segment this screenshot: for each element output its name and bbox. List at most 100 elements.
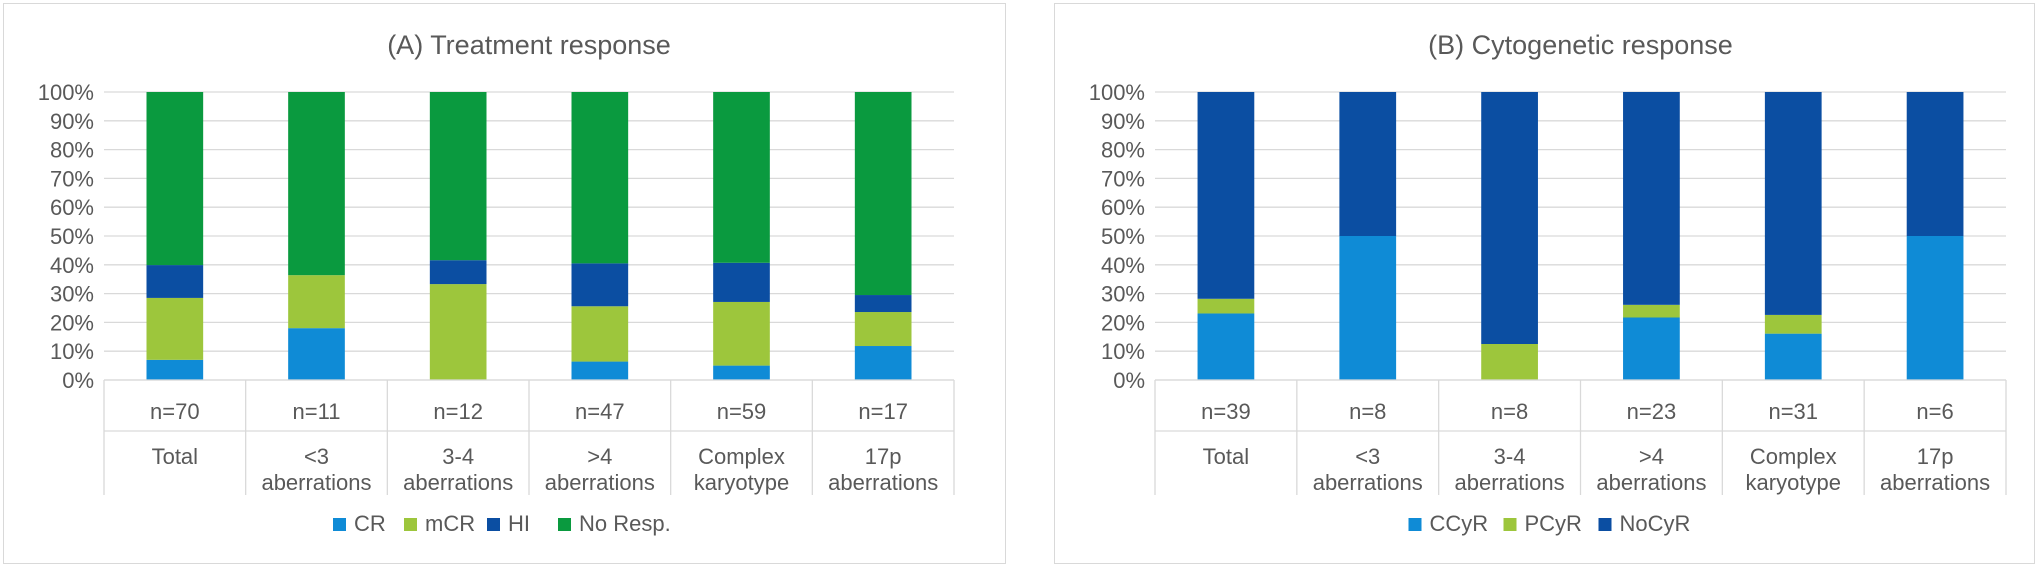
treatment-response-chart: (A) Treatment response 0% 10% 20% 30% 40% 50% 6… <box>38 30 955 536</box>
legend-swatch-pcyr <box>1503 518 1517 531</box>
legend-swatch-nocyr <box>1598 518 1612 531</box>
bar-cr-4 <box>571 361 629 380</box>
category-count-label: n=39 <box>1201 399 1251 424</box>
legend: CCyR PCyR NoCyR <box>1408 511 1691 536</box>
category-label: Complex <box>1750 444 1837 469</box>
y-tick-label: 10% <box>1101 339 1145 364</box>
legend-label-cr: CR <box>354 511 386 536</box>
bar-cr-1 <box>146 359 204 380</box>
bar-no-resp-3 <box>429 92 487 261</box>
bar-mcr-3 <box>429 284 487 380</box>
bars <box>1197 92 1964 380</box>
bar-nocyr-5 <box>1764 92 1822 315</box>
legend-label-no-resp: No Resp. <box>579 511 671 536</box>
y-tick-label: 0% <box>1113 368 1145 393</box>
bar-hi-6 <box>854 295 912 313</box>
bar-no-resp-1 <box>146 92 204 266</box>
bar-pcyr-3 <box>1481 344 1538 380</box>
chart-panel-treatment-response: (A) Treatment response 0% 10% 20% 30% 40% 50% 6… <box>3 3 1006 564</box>
category-count-label: n=8 <box>1349 399 1386 424</box>
y-tick-label: 10% <box>50 339 94 364</box>
bar-hi-1 <box>146 265 204 298</box>
bar-ccyr-5 <box>1764 333 1822 380</box>
category-label: aberrations <box>828 470 938 495</box>
category-label: aberrations <box>1455 470 1565 495</box>
y-tick-label: 20% <box>50 310 94 335</box>
bar-mcr-5 <box>713 301 770 366</box>
y-tick-label: 80% <box>1101 138 1145 163</box>
bar-hi-4 <box>571 263 629 307</box>
category-label: aberrations <box>403 470 513 495</box>
bar-cr-5 <box>713 365 770 380</box>
category-label: Complex <box>698 444 785 469</box>
legend-swatch-hi <box>487 518 500 531</box>
y-tick-label: 100% <box>38 80 94 105</box>
y-tick-label: 60% <box>50 195 94 220</box>
category-count-label: n=23 <box>1627 399 1677 424</box>
category-count-label: n=70 <box>150 399 200 424</box>
category-label: aberrations <box>1596 470 1706 495</box>
bar-pcyr-5 <box>1764 314 1822 334</box>
legend: CR mCR HI No Resp. <box>333 511 671 536</box>
legend-swatch-ccyr <box>1408 518 1422 531</box>
category-label: 3-4 <box>442 444 474 469</box>
category-label: >4 <box>1639 444 1664 469</box>
bar-mcr-6 <box>854 312 912 347</box>
gridlines <box>104 91 954 381</box>
category-label: 3-4 <box>1494 444 1526 469</box>
category-count-label: n=59 <box>717 399 767 424</box>
y-tick-label: 90% <box>1101 109 1145 134</box>
category-count-label: n=12 <box>433 399 483 424</box>
y-tick-label: 70% <box>50 166 94 191</box>
legend-label-hi: HI <box>508 511 530 536</box>
category-count-label: n=6 <box>1916 399 1953 424</box>
y-tick-label: 50% <box>50 224 94 249</box>
category-label: >4 <box>587 444 612 469</box>
bar-no-resp-5 <box>713 92 770 263</box>
bar-ccyr-1 <box>1197 313 1255 380</box>
y-tick-label: 50% <box>1101 224 1145 249</box>
chart-title: (A) Treatment response <box>387 30 671 60</box>
y-tick-label: 100% <box>1089 80 1145 105</box>
y-tick-label: 90% <box>50 109 94 134</box>
y-tick-label: 30% <box>50 282 94 307</box>
y-tick-label: 20% <box>1101 310 1145 335</box>
bar-cr-6 <box>854 346 912 380</box>
y-axis-tick-labels: 0% 10% 20% 30% 40% 50% 60% 70% 80% 90% 100% <box>1089 80 1145 393</box>
category-label: aberrations <box>261 470 371 495</box>
legend-label-nocyr: NoCyR <box>1620 511 1691 536</box>
category-label: karyotype <box>1746 470 1841 495</box>
bar-hi-5 <box>713 262 770 302</box>
bar-nocyr-6 <box>1906 92 1964 236</box>
legend-swatch-no-resp <box>558 518 571 531</box>
bar-nocyr-4 <box>1623 92 1680 305</box>
y-tick-label: 80% <box>50 138 94 163</box>
legend-swatch-mcr <box>404 518 417 531</box>
y-tick-label: 30% <box>1101 282 1145 307</box>
y-tick-label: 60% <box>1101 195 1145 220</box>
category-label: <3 <box>304 444 329 469</box>
y-tick-label: 0% <box>62 368 94 393</box>
bar-mcr-1 <box>146 297 204 360</box>
gridlines <box>1155 91 2006 381</box>
legend-label-mcr: mCR <box>425 511 475 536</box>
bar-ccyr-4 <box>1623 317 1680 380</box>
y-tick-label: 40% <box>1101 253 1145 278</box>
category-count-label: n=8 <box>1491 399 1528 424</box>
category-label: aberrations <box>545 470 655 495</box>
bar-pcyr-4 <box>1623 304 1680 318</box>
bars <box>146 92 912 380</box>
bar-hi-3 <box>429 260 487 285</box>
bar-no-resp-6 <box>854 92 912 296</box>
category-label: <3 <box>1355 444 1380 469</box>
bar-ccyr-2 <box>1339 236 1397 380</box>
bar-pcyr-1 <box>1197 298 1255 314</box>
y-tick-label: 70% <box>1101 166 1145 191</box>
bar-mcr-2 <box>288 275 345 329</box>
bar-ccyr-6 <box>1906 236 1964 380</box>
category-label: 17p <box>1917 444 1954 469</box>
category-count-label: n=17 <box>858 399 908 424</box>
category-axis-table: n=70Totaln=11<3aberrationsn=123-4aberrat… <box>103 379 955 495</box>
chart-panel-cytogenetic-response: (B) Cytogenetic response 0% 10% 20% 30% 40% 50… <box>1054 3 2035 564</box>
bar-nocyr-2 <box>1339 92 1397 236</box>
